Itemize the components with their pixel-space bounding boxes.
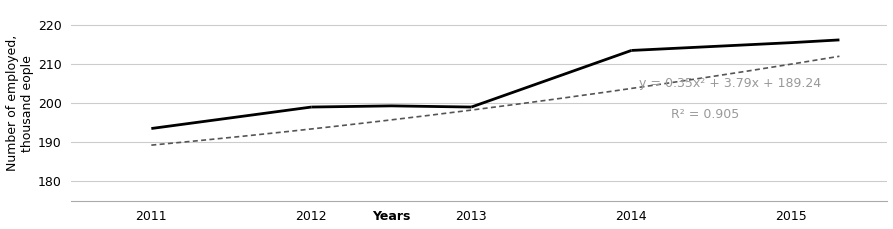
Text: y = 0.35x² + 3.79x + 189.24: y = 0.35x² + 3.79x + 189.24 — [638, 77, 821, 90]
Text: R² = 0.905: R² = 0.905 — [672, 108, 739, 121]
Y-axis label: Number of employed,
thousand eople: Number of employed, thousand eople — [5, 35, 34, 171]
